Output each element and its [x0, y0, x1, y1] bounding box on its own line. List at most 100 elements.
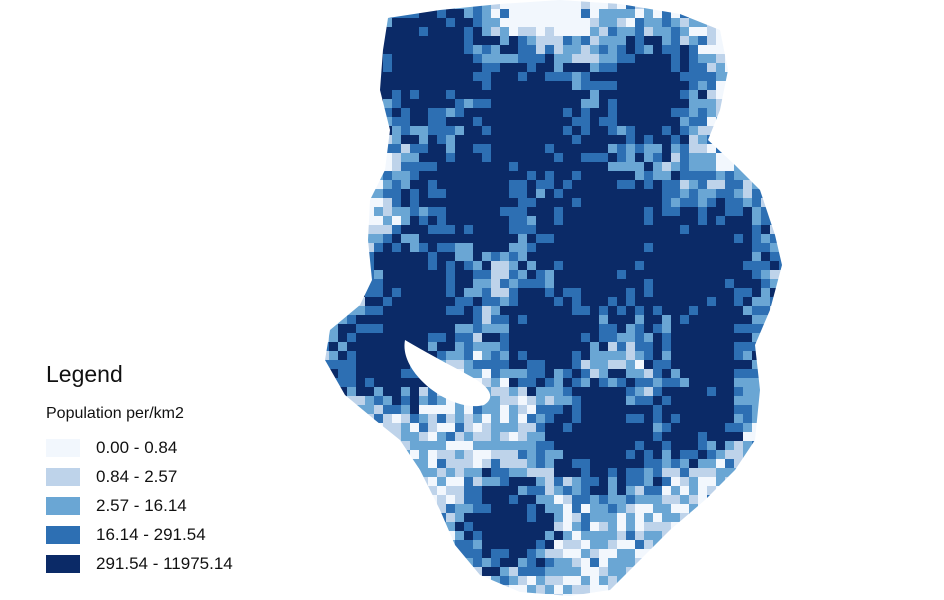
map-cell — [338, 18, 347, 27]
map-cell — [761, 63, 770, 72]
map-cell — [383, 144, 392, 153]
map-cell — [608, 522, 617, 531]
map-cell — [410, 558, 419, 567]
map-cell — [788, 468, 797, 477]
map-cell — [644, 522, 653, 531]
map-cell — [473, 549, 482, 558]
map-cell — [325, 18, 329, 27]
map-cell — [392, 594, 401, 596]
map-cell — [509, 405, 518, 414]
map-cell — [752, 36, 761, 45]
map-cell — [680, 234, 689, 243]
map-cell — [338, 0, 347, 9]
map-cell — [347, 135, 356, 144]
map-cell — [374, 531, 383, 540]
map-cell — [734, 117, 743, 126]
map-cell — [356, 522, 365, 531]
map-cell — [599, 540, 608, 549]
map-cell — [617, 342, 626, 351]
map-cell — [689, 297, 698, 306]
map-cell — [599, 99, 608, 108]
map-cell — [635, 297, 644, 306]
map-cell — [752, 585, 761, 594]
map-cell-grid — [325, 0, 797, 596]
map-cell — [347, 342, 356, 351]
map-cell — [707, 342, 716, 351]
map-cell — [707, 279, 716, 288]
map-cell — [419, 135, 428, 144]
legend-item: 0.84 - 2.57 — [46, 462, 306, 491]
map-cell — [788, 72, 797, 81]
map-cell — [788, 522, 797, 531]
map-cell — [383, 45, 392, 54]
map-cell — [419, 108, 428, 117]
map-cell — [743, 0, 752, 9]
map-cell — [599, 333, 608, 342]
map-cell — [671, 81, 680, 90]
map-cell — [590, 387, 599, 396]
map-cell — [680, 459, 689, 468]
map-cell — [581, 315, 590, 324]
map-cell — [599, 387, 608, 396]
map-cell — [761, 576, 770, 585]
map-cell — [518, 576, 527, 585]
map-cell — [325, 162, 329, 171]
map-cell — [725, 18, 734, 27]
map-cell — [734, 180, 743, 189]
map-cell — [626, 126, 635, 135]
map-cell — [446, 0, 455, 9]
map-cell — [455, 198, 464, 207]
map-cell — [770, 108, 779, 117]
map-cell — [437, 315, 446, 324]
map-cell — [644, 441, 653, 450]
map-cell — [680, 72, 689, 81]
map-cell — [671, 9, 680, 18]
map-cell — [365, 342, 374, 351]
map-cell — [680, 63, 689, 72]
map-cell — [788, 171, 797, 180]
map-cell — [779, 297, 782, 306]
map-cell — [329, 72, 338, 81]
map-cell — [707, 162, 716, 171]
map-cell — [671, 486, 680, 495]
map-cell — [617, 198, 626, 207]
map-cell — [653, 567, 662, 576]
map-cell — [743, 108, 752, 117]
map-cell — [743, 468, 752, 477]
map-cell — [707, 180, 716, 189]
map-cell — [563, 324, 572, 333]
map-cell — [536, 72, 545, 81]
map-cell — [608, 549, 617, 558]
map-cell — [401, 387, 410, 396]
map-cell — [365, 513, 374, 522]
map-cell — [473, 333, 482, 342]
map-cell — [707, 261, 716, 270]
map-cell — [464, 162, 473, 171]
map-cell — [464, 594, 473, 596]
map-cell — [455, 0, 464, 9]
map-cell — [617, 369, 626, 378]
map-cell — [671, 54, 680, 63]
map-cell — [779, 351, 782, 360]
map-cell — [446, 135, 455, 144]
map-cell — [743, 270, 752, 279]
map-cell — [770, 171, 779, 180]
map-cell — [329, 369, 338, 378]
map-cell — [626, 378, 635, 387]
map-cell — [338, 342, 347, 351]
map-cell — [365, 486, 374, 495]
map-cell — [599, 306, 608, 315]
map-cell — [518, 270, 527, 279]
map-cell — [608, 540, 617, 549]
map-cell — [374, 387, 383, 396]
map-cell — [662, 504, 671, 513]
map-cell — [590, 126, 599, 135]
map-cell — [491, 297, 500, 306]
map-cell — [356, 342, 365, 351]
map-cell — [716, 63, 725, 72]
map-cell — [671, 144, 680, 153]
map-cell — [626, 243, 635, 252]
map-cell — [410, 162, 419, 171]
map-cell — [509, 468, 518, 477]
map-cell — [743, 351, 752, 360]
